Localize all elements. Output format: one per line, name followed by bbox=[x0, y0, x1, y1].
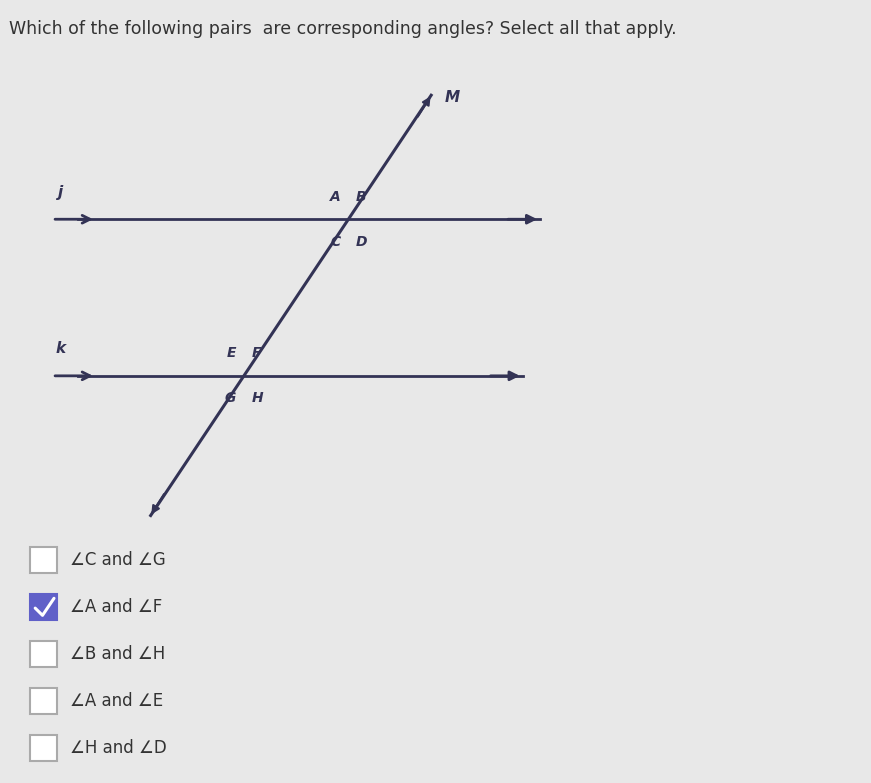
Text: F: F bbox=[252, 346, 261, 360]
Text: Which of the following pairs  are corresponding angles? Select all that apply.: Which of the following pairs are corresp… bbox=[9, 20, 677, 38]
Text: B: B bbox=[356, 189, 367, 204]
Text: D: D bbox=[356, 235, 368, 249]
Text: ∠C and ∠G: ∠C and ∠G bbox=[70, 551, 165, 568]
Text: G: G bbox=[225, 392, 236, 406]
Bar bbox=[30, 594, 57, 620]
Text: ∠H and ∠D: ∠H and ∠D bbox=[70, 739, 166, 756]
Text: A: A bbox=[330, 189, 341, 204]
Bar bbox=[30, 640, 57, 667]
Text: j: j bbox=[58, 185, 64, 200]
Bar bbox=[30, 688, 57, 714]
Text: ∠A and ∠F: ∠A and ∠F bbox=[70, 598, 162, 615]
Text: k: k bbox=[56, 341, 66, 356]
Text: ∠B and ∠H: ∠B and ∠H bbox=[70, 645, 165, 662]
Text: C: C bbox=[331, 235, 341, 249]
Text: E: E bbox=[226, 346, 236, 360]
Text: ∠A and ∠E: ∠A and ∠E bbox=[70, 692, 163, 709]
Text: M: M bbox=[445, 90, 460, 105]
Bar bbox=[30, 734, 57, 761]
Bar bbox=[30, 547, 57, 573]
Text: H: H bbox=[252, 392, 263, 406]
